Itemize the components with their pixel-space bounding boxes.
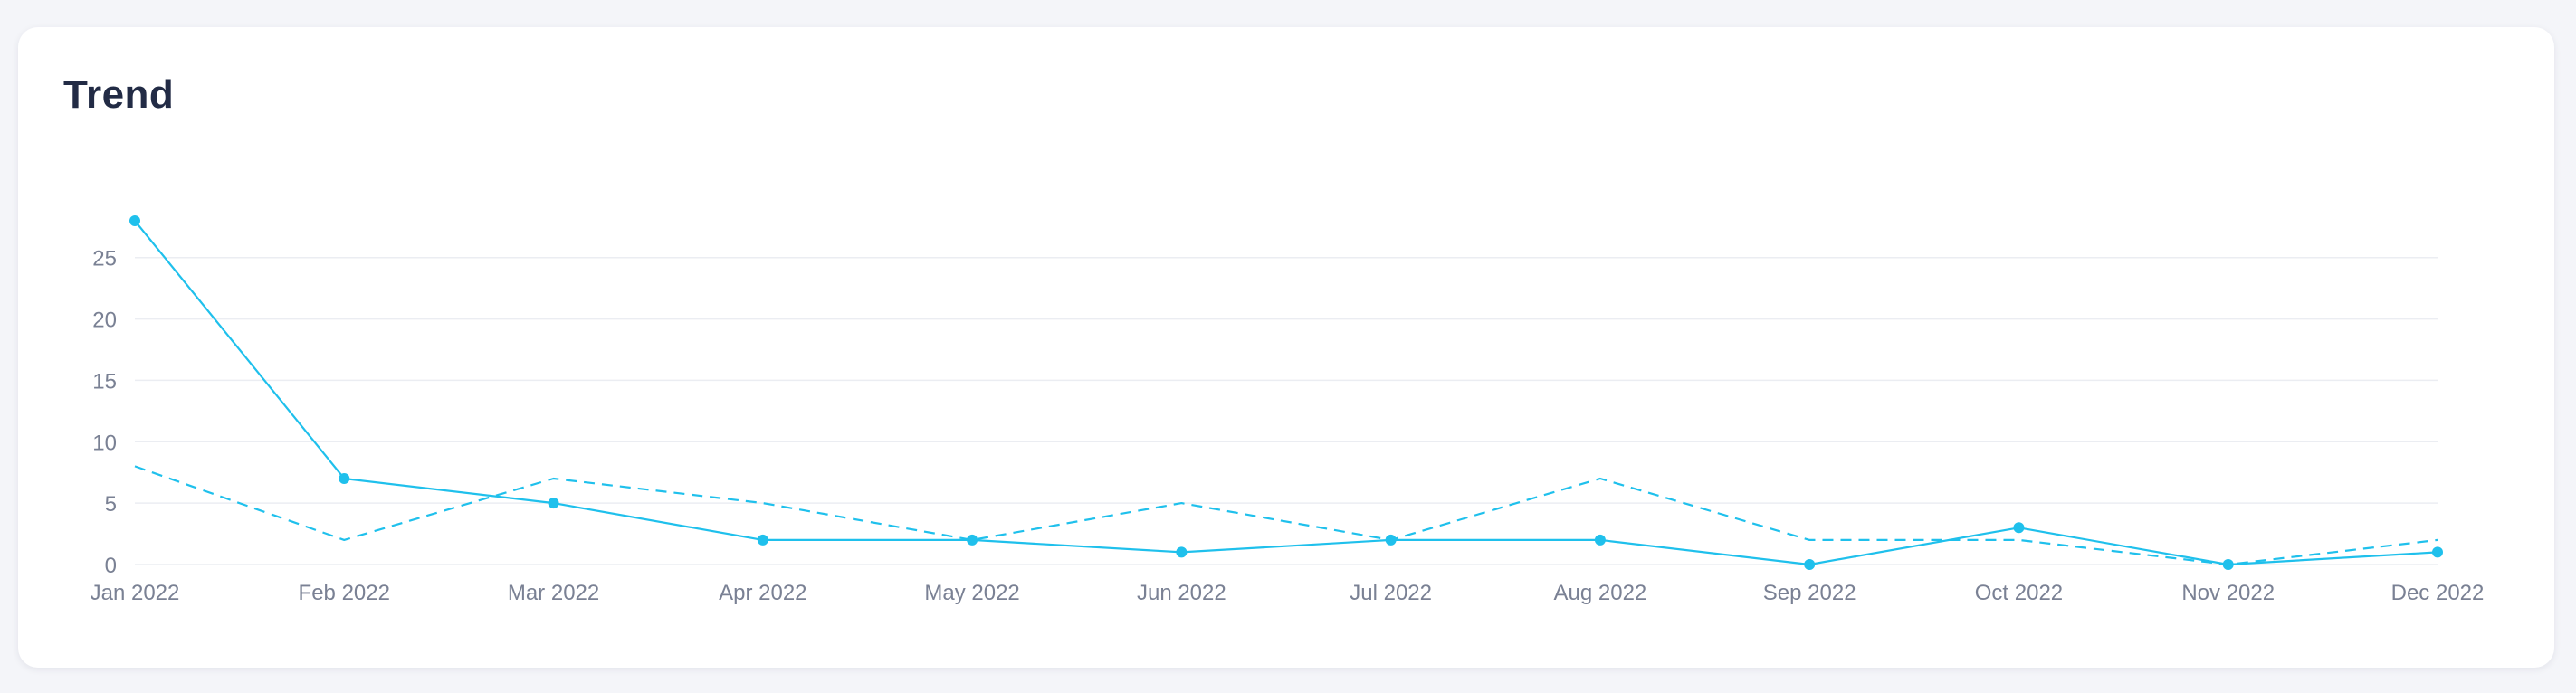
data-point [339,473,350,484]
data-point [1176,546,1188,558]
data-point [967,534,978,546]
y-tick-label: 20 [92,309,117,333]
data-point [548,498,559,509]
x-tick-label: Sep 2022 [1763,581,1856,605]
x-tick-label: Dec 2022 [2391,581,2485,605]
y-tick-label: 10 [92,431,117,455]
x-tick-label: Jun 2022 [1137,581,1226,605]
trend-card: Trend 0 5 10 15 20 25 Jan 2022 Feb 2022 Mar 2022… [18,27,2554,668]
x-tick-label: Feb 2022 [299,581,390,605]
y-tick-label: 5 [105,492,117,517]
data-point [1804,559,1816,570]
data-point [757,534,768,546]
x-tick-label: Apr 2022 [719,581,806,605]
x-tick-label: Jul 2022 [1350,581,1432,605]
y-tick-label: 0 [105,554,117,578]
series-line-dashed [134,465,2438,566]
y-tick-label: 15 [92,369,117,394]
card-title: Trend [63,72,175,117]
x-tick-label: Oct 2022 [1975,581,2063,605]
x-tick-label: Jan 2022 [91,581,180,605]
data-point [2013,522,2025,534]
data-point [1594,534,1606,546]
x-tick-label: Aug 2022 [1554,581,1647,605]
x-tick-label: Mar 2022 [508,581,599,605]
x-tick-label: May 2022 [924,581,1019,605]
y-tick-label: 25 [92,247,117,271]
trend-chart: 0 5 10 15 20 25 Jan 2022 Feb 2022 Mar 2022 Apr 20… [91,215,2485,605]
data-point [1385,534,1397,546]
x-tick-label: Nov 2022 [2181,581,2275,605]
series-line-solid [134,220,2438,566]
data-point [2432,546,2443,558]
data-point [2222,559,2234,570]
data-point [129,215,140,226]
